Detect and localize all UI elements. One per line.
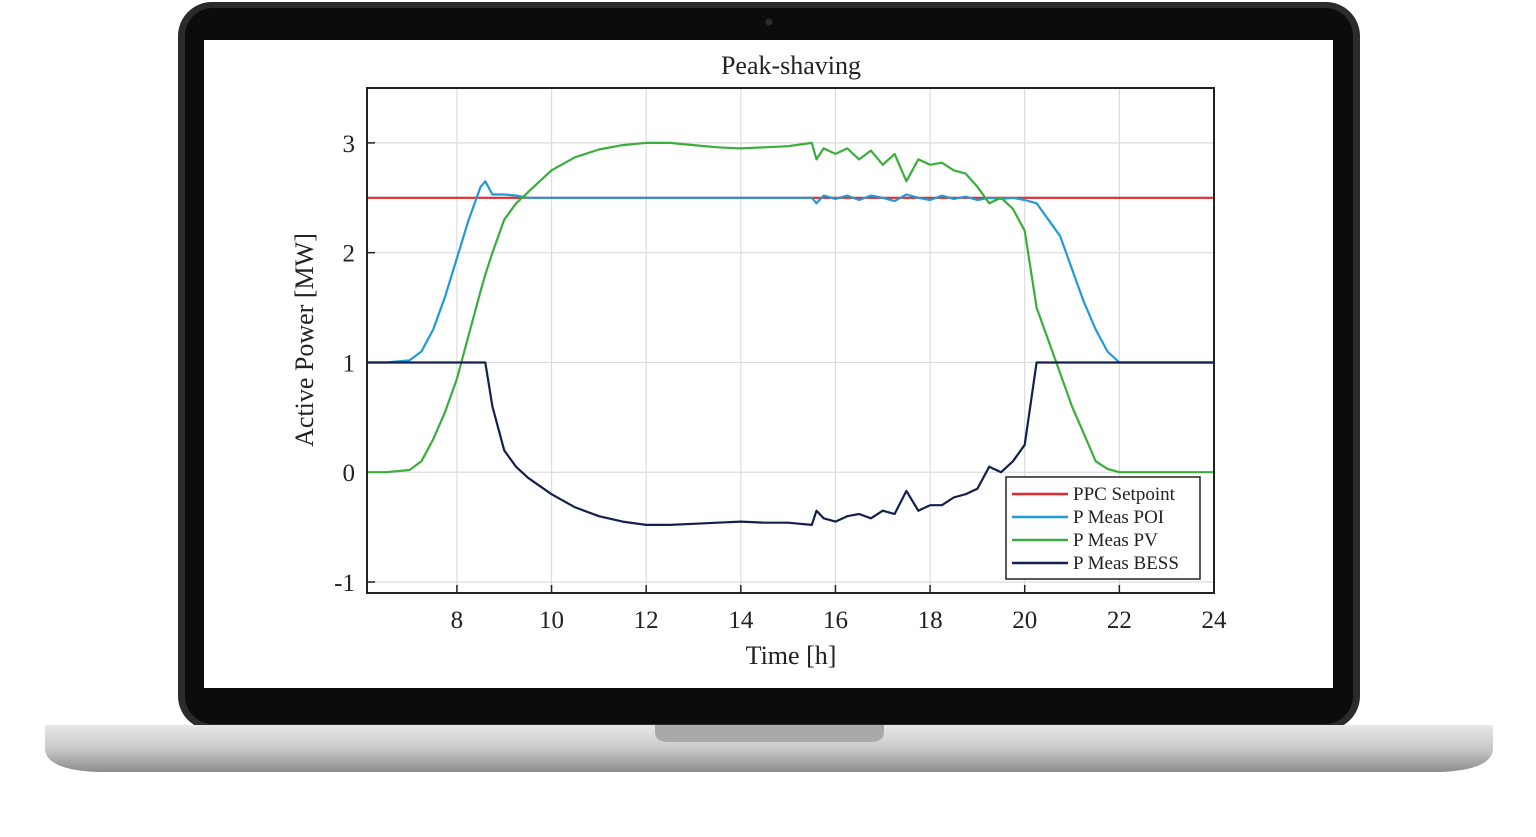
legend-label: P Meas BESS xyxy=(1073,553,1179,574)
series-line xyxy=(367,180,1214,364)
chart: Peak-shaving Time [h] Active Power [MW] … xyxy=(290,51,1227,670)
x-tick-label: 14 xyxy=(728,607,754,634)
camera xyxy=(765,18,773,26)
legend-label: P Meas POI xyxy=(1073,507,1164,528)
y-tick-label: 0 xyxy=(343,460,356,487)
series-line xyxy=(367,141,1214,474)
y-tick-label: -1 xyxy=(334,570,355,597)
laptop-notch xyxy=(655,725,884,742)
series-line xyxy=(367,361,1214,526)
x-tick-label: 18 xyxy=(918,607,943,634)
x-axis-label: Time [h] xyxy=(746,641,837,670)
x-tick-label: 8 xyxy=(451,607,464,634)
x-tick-label: 16 xyxy=(823,607,848,634)
y-tick-label: 3 xyxy=(343,131,356,158)
y-tick-label: 1 xyxy=(343,350,356,377)
screen xyxy=(204,40,1333,688)
y-axis-label: Active Power [MW] xyxy=(290,233,319,447)
x-tick-label: 20 xyxy=(1012,607,1037,634)
plot-frame xyxy=(366,87,1215,594)
chart-title: Peak-shaving xyxy=(721,51,861,80)
x-tick-label: 10 xyxy=(539,607,564,634)
x-tick-label: 12 xyxy=(634,607,659,634)
y-tick-label: 2 xyxy=(343,241,356,268)
x-tick-label: 22 xyxy=(1107,607,1132,634)
legend-label: P Meas PV xyxy=(1073,530,1158,551)
legend-label: PPC Setpoint xyxy=(1073,484,1176,505)
x-tick-label: 24 xyxy=(1202,607,1228,634)
laptop-base xyxy=(45,725,1493,772)
